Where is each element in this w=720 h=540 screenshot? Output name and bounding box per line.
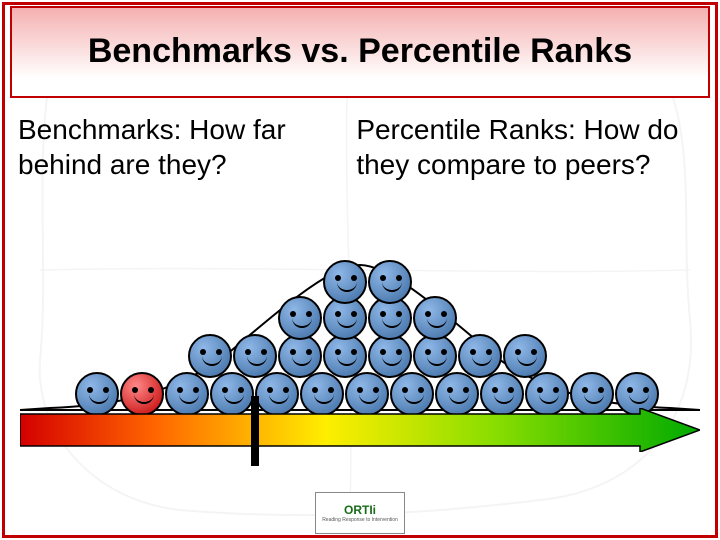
- gradient-arrow: [20, 408, 700, 452]
- face: [323, 334, 367, 378]
- face: [413, 296, 457, 340]
- face: [458, 334, 502, 378]
- face: [278, 334, 322, 378]
- ortii-logo: ORTIi Reading Response to Intervention: [315, 492, 405, 534]
- benchmarks-text: Benchmarks: How far behind are they?: [18, 112, 346, 182]
- logo-main: ORTIi: [344, 503, 376, 517]
- face: [233, 334, 277, 378]
- face: [188, 334, 232, 378]
- slide-title: Benchmarks vs. Percentile Ranks: [88, 32, 632, 71]
- title-container: Benchmarks vs. Percentile Ranks: [10, 6, 710, 98]
- faces-layer: [20, 250, 700, 420]
- face: [368, 260, 412, 304]
- face: [503, 334, 547, 378]
- distribution-chart: [20, 250, 700, 480]
- body-columns: Benchmarks: How far behind are they? Per…: [18, 112, 702, 182]
- face: [278, 296, 322, 340]
- face: [368, 334, 412, 378]
- face: [323, 260, 367, 304]
- face: [413, 334, 457, 378]
- percentile-text: Percentile Ranks: How do they compare to…: [356, 112, 702, 182]
- logo-sub: Reading Response to Intervention: [322, 517, 398, 523]
- benchmark-marker: [251, 396, 259, 466]
